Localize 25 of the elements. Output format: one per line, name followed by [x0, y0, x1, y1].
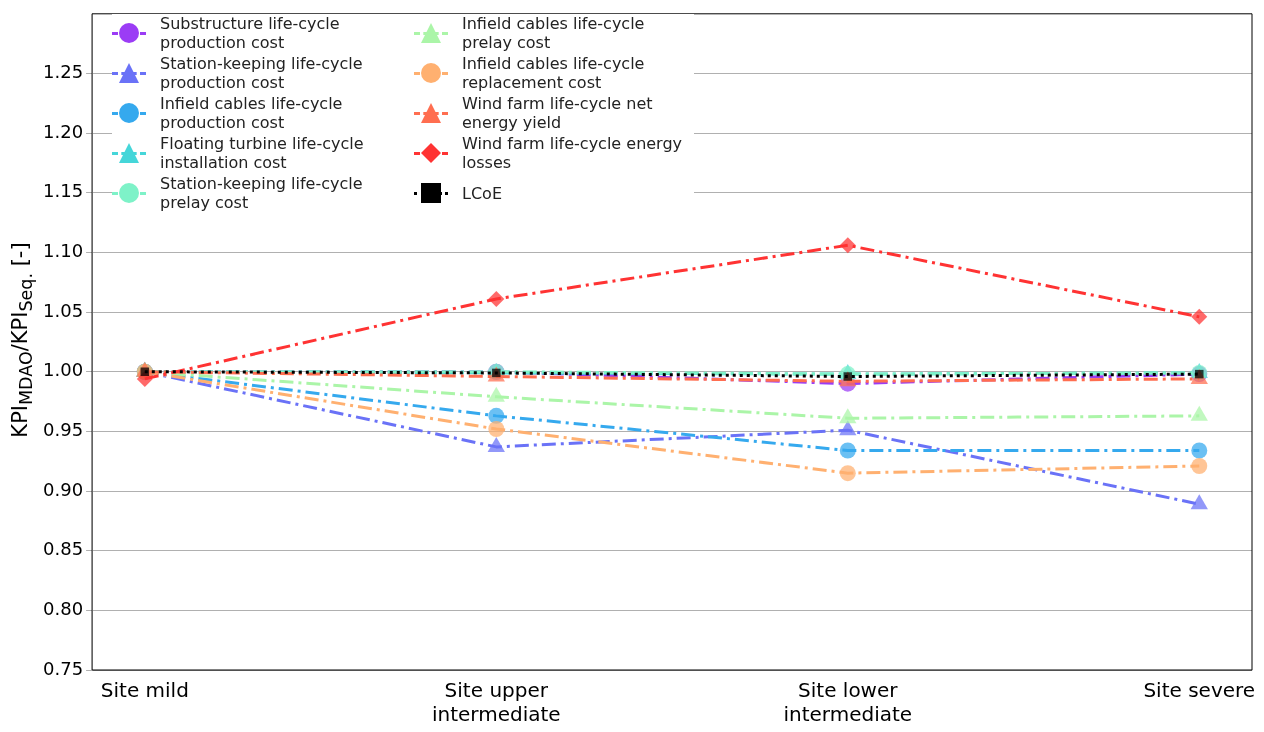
legend-label: Infield cables life-cycle production cost	[160, 94, 344, 132]
y-tick-label: 0.80	[43, 598, 84, 620]
y-tick-label: 0.75	[43, 657, 84, 679]
legend-label: Infield cables life-cycle replacement cost	[462, 54, 646, 92]
legend-label: Station-keeping life-cycle production cost	[160, 54, 364, 92]
y-tick-label: 1.00	[43, 359, 84, 381]
legend-label: Infield cables life-cycle prelay cost	[462, 14, 646, 52]
y-tick-label: 1.25	[43, 61, 84, 83]
legend-label: LCoE	[462, 183, 503, 203]
y-tick-label: 0.85	[43, 538, 84, 560]
y-tick-label: 1.05	[43, 299, 84, 321]
y-tick-label: 1.20	[43, 120, 84, 142]
legend-label: Substructure life-cycle production cost	[160, 14, 341, 52]
legend-label: Floating turbine life-cycle installation cost	[160, 134, 365, 172]
legend-label: Wind farm life-cycle net energy yield	[462, 94, 654, 132]
legend-label: Wind farm life-cycle energy losses	[462, 134, 684, 172]
y-tick-label: 1.10	[43, 240, 84, 262]
x-tick-label: Site mild	[100, 678, 189, 703]
x-tick-label: Site upper intermediate	[431, 678, 561, 727]
legend-label: Station-keeping life-cycle prelay cost	[160, 174, 364, 212]
x-tick-label: Site severe	[1143, 678, 1256, 703]
x-tick-label: Site lower intermediate	[783, 678, 913, 727]
y-tick-label: 1.15	[43, 180, 84, 202]
y-tick-label: 0.90	[43, 478, 84, 500]
y-tick-label: 0.95	[43, 419, 84, 441]
